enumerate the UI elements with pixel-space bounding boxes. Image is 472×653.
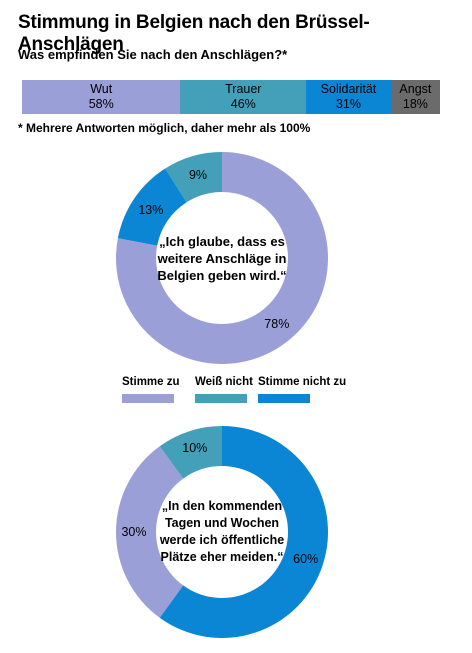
legend: Stimme zu Weiß nicht Stimme nicht zu bbox=[118, 376, 346, 406]
donut-slice bbox=[165, 152, 222, 203]
legend-label: Stimme nicht zu bbox=[258, 376, 347, 388]
bar-segment: Wut 58% bbox=[22, 80, 181, 114]
footnote: * Mehrere Antworten möglich, daher mehr … bbox=[18, 121, 311, 135]
bar-value-label: 46% bbox=[230, 97, 256, 111]
donut-svg bbox=[116, 152, 328, 364]
slice-value-label: 78% bbox=[264, 317, 290, 332]
bar-segment: Solidarität 31% bbox=[306, 80, 391, 114]
bar-segment: Trauer 46% bbox=[180, 80, 307, 114]
donut-chart-attacks: „Ich glaube, dass es weitere Anschläge i… bbox=[116, 152, 328, 364]
slice-value-label: 13% bbox=[138, 202, 164, 217]
donut-slice bbox=[159, 426, 328, 638]
donut-slice bbox=[117, 168, 187, 246]
chart-title: Stimmung in Belgien nach den Brüssel-Ans… bbox=[18, 12, 370, 55]
donut-slice bbox=[159, 426, 222, 479]
slice-value-label: 10% bbox=[182, 441, 208, 456]
slice-value-label: 30% bbox=[121, 525, 147, 539]
donut-slice bbox=[116, 446, 184, 618]
bar-value-label: 18% bbox=[402, 97, 428, 111]
bar-segment: Angst 18% bbox=[390, 80, 440, 114]
legend-item-agree: Stimme zu bbox=[122, 376, 180, 403]
donut-question: „In den kommenden Tagen und Wochen werde… bbox=[159, 499, 285, 564]
legend-item-disagree: Stimme nicht zu bbox=[258, 376, 346, 403]
legend-swatch bbox=[195, 394, 247, 403]
stacked-bar-chart: Wut 58% Trauer 46% Solidarität 31% Angst 18% bbox=[22, 80, 440, 114]
bar-value-label: 31% bbox=[335, 97, 361, 111]
legend-swatch bbox=[122, 394, 174, 403]
legend-label: Weiß nicht bbox=[195, 376, 253, 388]
bar-category-label: Angst bbox=[399, 82, 432, 96]
legend-label: Stimme zu bbox=[122, 376, 180, 388]
donut-slice bbox=[116, 152, 328, 364]
donut-svg bbox=[116, 426, 328, 638]
legend-item-unsure: Weiß nicht bbox=[195, 376, 253, 403]
question-subtitle: Was empfinden Sie nach den Anschlägen?* bbox=[18, 47, 288, 62]
bar-category-label: Trauer bbox=[225, 82, 262, 96]
bar-category-label: Solidarität bbox=[320, 82, 377, 96]
slice-value-label: 60% bbox=[293, 552, 319, 567]
slice-value-label: 9% bbox=[188, 168, 208, 183]
bar-category-label: Wut bbox=[90, 82, 113, 96]
donut-chart-public-places: „In den kommenden Tagen und Wochen werde… bbox=[116, 426, 328, 638]
bar-value-label: 58% bbox=[88, 97, 114, 111]
donut-question: „Ich glaube, dass es weitere Anschläge i… bbox=[157, 233, 287, 283]
legend-swatch bbox=[258, 394, 310, 403]
